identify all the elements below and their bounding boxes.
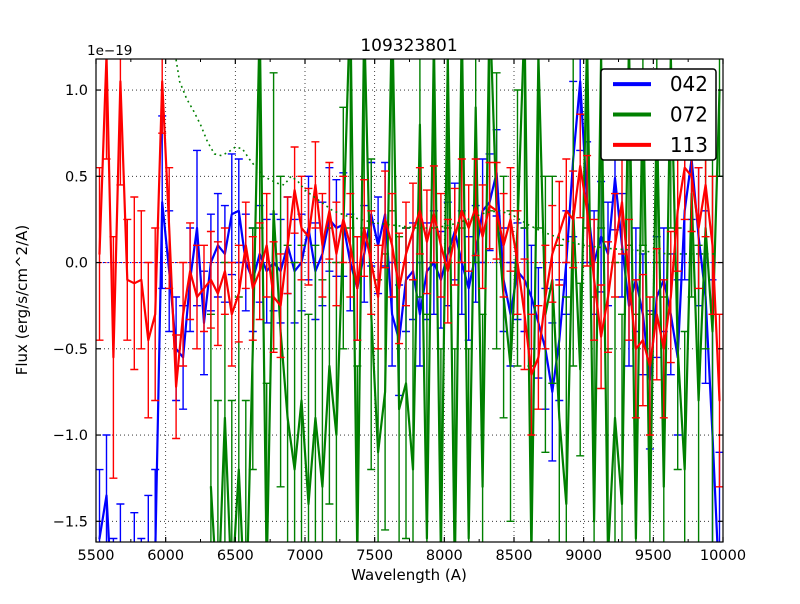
x-tick-label: 5500: [78, 548, 115, 564]
y-tick-label: −1.5: [53, 514, 88, 530]
x-tick-label: 8000: [426, 548, 463, 564]
legend-box: [600, 68, 717, 161]
x-tick-label: 7500: [356, 548, 393, 564]
y-tick-label: 0.5: [65, 169, 88, 185]
data-layer: [96, 59, 723, 542]
x-tick-label: 6000: [147, 548, 184, 564]
x-tick-label: 6500: [217, 548, 254, 564]
series-072-line: [209, 59, 721, 542]
x-tick-label: 9500: [635, 548, 672, 564]
figure-title: 109323801: [360, 36, 457, 56]
x-axis-label: Wavelength (A): [351, 566, 467, 584]
legend: 042 072 113: [600, 68, 717, 161]
legend-label: 042: [670, 72, 708, 96]
x-tick-label: 9000: [565, 548, 602, 564]
y-tick-label: 1.0: [65, 83, 88, 99]
x-tick-label: 10000: [700, 548, 746, 564]
y-axis-label: Flux (erg/s/cm^2/A): [13, 225, 31, 376]
legend-label: 113: [670, 133, 708, 157]
y-tick-label: 0.0: [65, 256, 88, 272]
tick-label-layer: 5500 6000 6500 7000 7500 8000 8500 9000 9500 1000…: [53, 83, 746, 564]
series-042-line: [98, 80, 719, 542]
series-072-sky-dotted: [175, 59, 716, 255]
y-tick-label: −0.5: [53, 342, 88, 358]
x-tick-label: 8500: [496, 548, 533, 564]
legend-label: 072: [670, 103, 708, 127]
series-113-line: [98, 59, 721, 402]
axis-layer: [95, 58, 724, 543]
x-tick-label: 7000: [287, 548, 324, 564]
offset-label: 1e−19: [87, 43, 132, 59]
y-tick-label: −1.0: [53, 428, 88, 444]
